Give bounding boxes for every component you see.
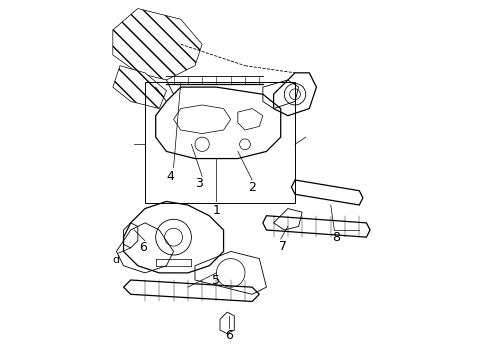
Text: d: d — [112, 255, 119, 265]
Text: 6: 6 — [139, 242, 147, 255]
Text: 4: 4 — [166, 170, 174, 183]
Text: 6: 6 — [225, 329, 233, 342]
Polygon shape — [113, 9, 202, 80]
Text: 3: 3 — [195, 177, 202, 190]
Text: 7: 7 — [278, 240, 287, 253]
Text: 2: 2 — [248, 181, 256, 194]
Text: 1: 1 — [213, 204, 220, 217]
Polygon shape — [113, 66, 167, 109]
Text: 5: 5 — [213, 274, 220, 287]
Text: 8: 8 — [332, 231, 340, 244]
